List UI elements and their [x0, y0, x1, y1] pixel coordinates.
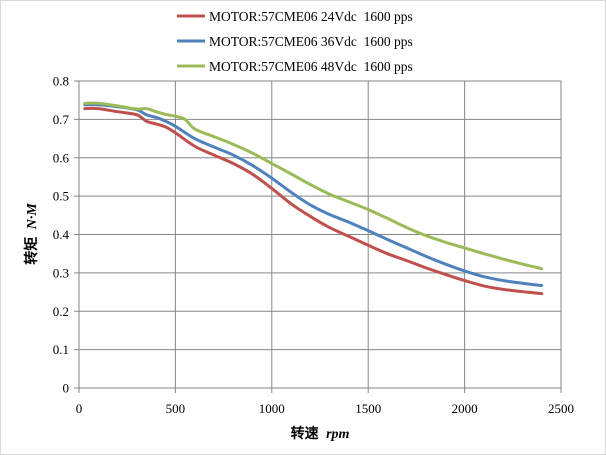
y-tick-label: 0.4	[53, 227, 70, 242]
x-tick-label: 500	[166, 401, 186, 416]
series-lines	[83, 101, 544, 296]
y-tick-label: 0	[63, 381, 70, 396]
axes	[74, 80, 562, 393]
x-axis-title-unit: rpm	[326, 427, 349, 442]
legend-label-2: MOTOR:57CME06 36Vdc 1600 pps	[209, 34, 413, 49]
y-axis-title-prefix: 转矩	[23, 237, 40, 265]
x-tick-label: 1500	[355, 401, 381, 416]
x-tick-label: 0	[76, 401, 83, 416]
series-line-3	[83, 101, 544, 271]
series-line-1	[83, 106, 544, 296]
legend-label-3: MOTOR:57CME06 48Vdc 1600 pps	[209, 59, 413, 74]
y-tick-label: 0.7	[53, 112, 70, 127]
y-tick-label: 0.5	[53, 189, 69, 204]
x-axis-title-prefix: 转速	[291, 425, 319, 442]
x-tick-label: 2500	[548, 401, 574, 416]
y-tick-label: 0.1	[53, 342, 69, 357]
x-axis-title: 转速 rpm	[291, 425, 350, 442]
tick-labels: 0 0.1 0.2 0.3 0.4 0.5 0.6 0.7 0.8 0 500 1000 1500 200…	[53, 74, 574, 417]
series-line-2	[83, 103, 544, 288]
legend: MOTOR:57CME06 24Vdc 1600 pps MOTOR:57CME0…	[177, 9, 413, 74]
y-tick-label: 0.3	[53, 265, 69, 280]
legend-label-1: MOTOR:57CME06 24Vdc 1600 pps	[209, 9, 413, 24]
x-tick-label: 2000	[452, 401, 478, 416]
x-tick-label: 1000	[259, 401, 285, 416]
y-axis-title: 转矩 N·M	[23, 203, 40, 265]
y-tick-label: 0.2	[53, 304, 69, 319]
y-axis-title-unit: N·M	[25, 203, 40, 231]
y-tick-label: 0.8	[53, 74, 69, 89]
y-tick-label: 0.6	[53, 150, 70, 165]
